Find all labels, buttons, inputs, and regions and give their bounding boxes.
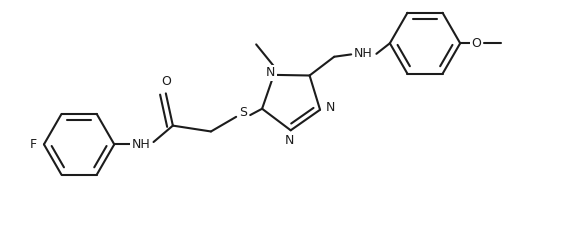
Text: F: F: [30, 138, 37, 151]
Text: O: O: [472, 37, 482, 50]
Text: NH: NH: [354, 47, 373, 60]
Text: O: O: [161, 75, 171, 88]
Text: N: N: [266, 66, 275, 79]
Text: NH: NH: [131, 138, 150, 151]
Text: N: N: [325, 101, 335, 114]
Text: S: S: [239, 106, 247, 119]
Text: N: N: [284, 134, 294, 147]
